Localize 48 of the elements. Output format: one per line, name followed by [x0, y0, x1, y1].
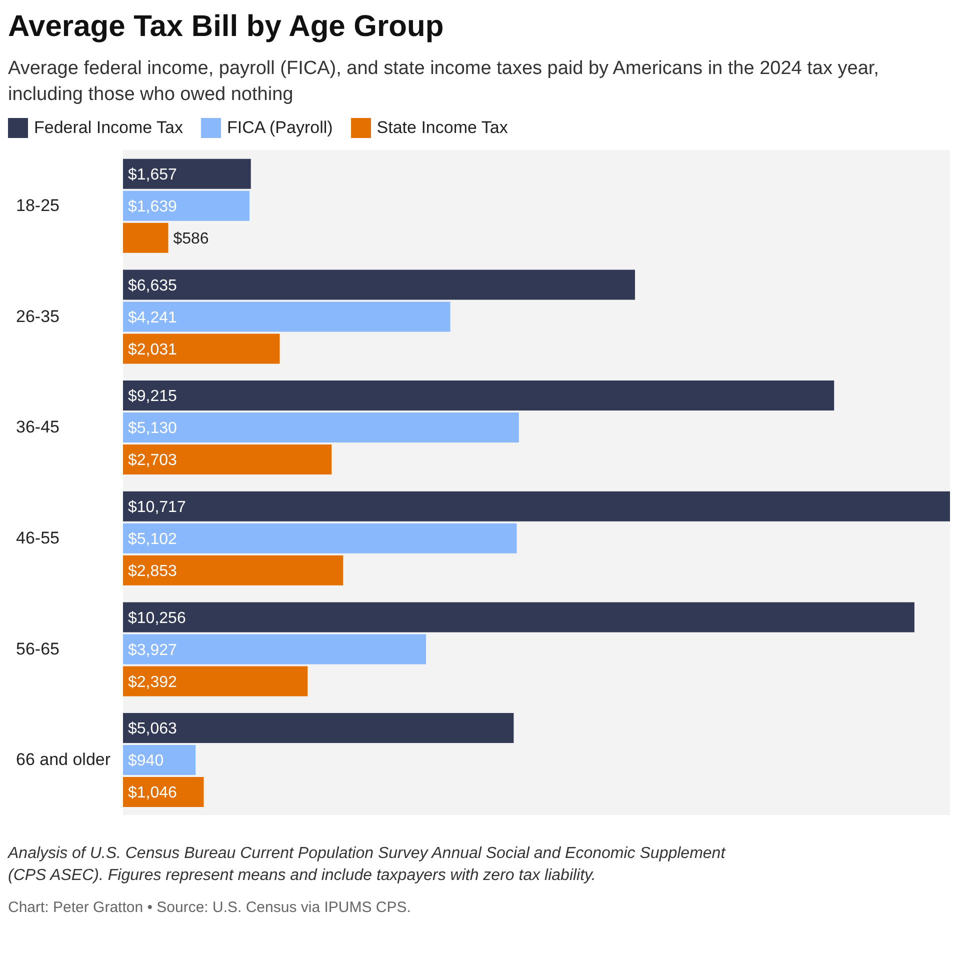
bar — [123, 444, 332, 475]
data-label: $5,102 — [128, 531, 178, 548]
legend-label: Federal Income Tax — [34, 118, 183, 138]
bar — [123, 602, 914, 632]
y-tick-label: 18-25 — [16, 196, 60, 215]
bar — [123, 158, 251, 189]
text: Analysis of U.S. Census Bureau Current Population Survey Annual Social and Economic Supplement (CPS ASEC). Figures represent means and include taxpayers with zero tax liability. — [8, 844, 727, 886]
bar — [123, 634, 426, 664]
chart-title: Average Tax Bill by Age Group — [8, 10, 445, 44]
bar — [123, 412, 519, 443]
data-label: $1,046 — [128, 784, 178, 802]
bar — [123, 190, 250, 221]
data-label: $1,639 — [128, 198, 178, 216]
bar — [123, 222, 168, 253]
data-label: $6,635 — [128, 277, 178, 294]
legend-label: FICA (Payroll) — [226, 118, 333, 138]
y-tick-label: 36-45 — [16, 418, 60, 437]
bar — [123, 380, 834, 411]
bar — [123, 666, 308, 696]
bar — [123, 523, 517, 554]
data-label: $2,703 — [128, 452, 178, 470]
data-label: $4,241 — [128, 309, 178, 326]
data-label: $586 — [173, 230, 209, 248]
bar — [123, 555, 344, 586]
bar — [123, 270, 636, 300]
y-tick-label: 66 and older — [16, 750, 111, 770]
data-label: $5,130 — [128, 420, 178, 438]
data-label: $2,853 — [128, 563, 178, 580]
y-tick-label: 26-35 — [16, 306, 60, 326]
text: Chart: Peter Gratton • Source: U.S. Census via IPUMS CPS. — [8, 899, 412, 916]
data-label: $9,215 — [128, 388, 178, 406]
legend-label: State Income Tax — [376, 118, 508, 138]
data-label: $2,031 — [128, 341, 178, 358]
data-label: $1,657 — [128, 166, 178, 184]
data-label: $940 — [128, 752, 164, 770]
data-label: $2,392 — [128, 674, 178, 691]
data-label: $3,927 — [128, 642, 178, 659]
y-tick-label: 56-65 — [16, 639, 60, 658]
chart-subtitle: Average federal income, payroll (FICA), and state income taxes paid by Americans in the 2024 tax year, including those who owed nothing — [8, 57, 880, 107]
bar — [123, 745, 196, 776]
data-label: $10,717 — [128, 499, 186, 516]
data-label: $10,256 — [128, 610, 186, 627]
y-tick-label: 46-55 — [16, 528, 60, 548]
bar — [123, 713, 514, 744]
bar — [123, 491, 950, 522]
bar — [123, 302, 450, 332]
bar — [123, 334, 280, 364]
data-label: $5,063 — [128, 720, 178, 738]
